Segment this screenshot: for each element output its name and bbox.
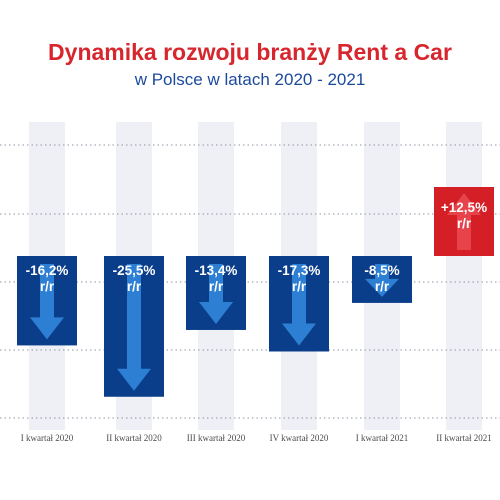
category-labels: I kwartał 2020 II kwartał 2020 III kwartał… [21,433,492,443]
chart-title: Dynamika rozwoju branży Rent a Car [48,39,452,65]
data-label: -16,2% [26,263,69,278]
data-label: -25,5% [113,263,156,278]
down-arrow-icon [199,264,233,324]
down-arrow-icon [30,264,64,340]
data-label-unit: r/r [127,279,142,294]
data-label-unit: r/r [209,279,224,294]
down-arrow-icon [282,264,316,346]
data-label: -13,4% [195,263,238,278]
category-label: III kwartał 2020 [187,433,246,443]
data-label-unit: r/r [292,279,307,294]
category-label: IV kwartał 2020 [270,433,329,443]
data-label: +12,5% [441,200,487,215]
down-arrow-icon [117,264,151,391]
data-labels: -16,2%r/r-25,5%r/r-13,4%r/r-17,3%r/r-8,5… [26,200,487,294]
up-arrow-icon [447,193,481,250]
column-bands [29,122,482,430]
bars [17,187,494,397]
chart-subtitle: w Polsce w latach 2020 - 2021 [134,70,366,89]
data-label: -8,5% [364,263,399,278]
category-label: I kwartał 2021 [356,433,408,443]
column-band [446,122,482,430]
category-label: II kwartał 2021 [436,433,491,443]
category-label: II kwartał 2020 [106,433,162,443]
down-arrow-icon [365,264,399,297]
data-label: -17,3% [278,263,321,278]
data-label-unit: r/r [375,279,390,294]
data-label-unit: r/r [457,216,472,231]
category-label: I kwartał 2020 [21,433,74,443]
data-label-unit: r/r [40,279,55,294]
